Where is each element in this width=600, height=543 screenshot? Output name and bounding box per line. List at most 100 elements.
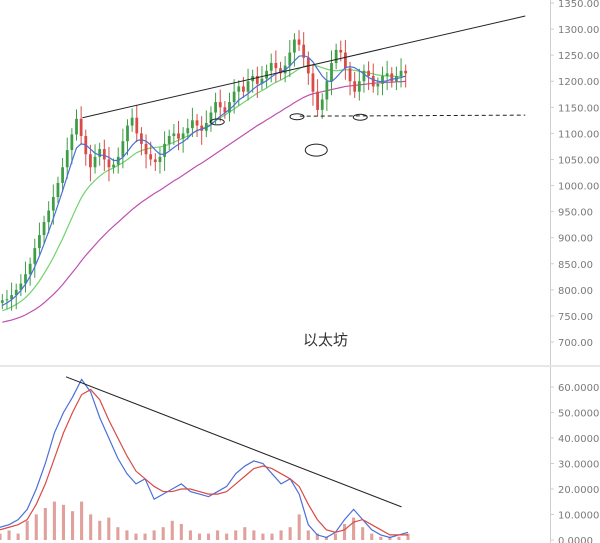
trendline-dashed (299, 114, 526, 117)
volume-bar (161, 527, 165, 540)
volume-bar (116, 527, 120, 540)
volume-bar (0, 533, 2, 540)
volume-bar (225, 533, 229, 540)
candle-body (376, 83, 380, 87)
volume-bar (297, 514, 301, 540)
candle-body (33, 248, 37, 264)
candle-body (135, 117, 139, 134)
ma-green-line (2, 64, 406, 312)
candle-body (93, 156, 97, 168)
volume-bar (98, 520, 102, 540)
volume-bar (406, 533, 410, 540)
indicator-trendline (65, 376, 402, 508)
volume-bar (306, 530, 310, 540)
candle-body (181, 133, 185, 139)
candle-body (399, 70, 403, 77)
candle-body (218, 102, 222, 108)
marker-ellipse (289, 113, 305, 121)
volume-bar (89, 514, 93, 540)
candle-body (149, 154, 153, 160)
candle-body (246, 81, 250, 92)
ma-purple-line (2, 80, 406, 323)
candle-body (70, 134, 74, 151)
candle-body (385, 73, 389, 77)
candle-body (274, 62, 278, 69)
candle-body (204, 122, 208, 131)
candle-body (28, 263, 32, 275)
volume-bar (70, 511, 75, 540)
volume-bar (352, 517, 356, 540)
volume-bars (0, 501, 410, 540)
candle-body (121, 141, 125, 157)
candle-body (167, 135, 171, 144)
volume-bar (188, 530, 192, 540)
ma-blue-path (2, 55, 406, 307)
indicator-tick-label: 0.0000 (558, 536, 593, 543)
candle-body (269, 62, 273, 71)
candle-body (265, 70, 268, 79)
price-tick-label: 1050.00 (558, 155, 599, 166)
price-tick-label: 1200.00 (558, 77, 599, 88)
candle-body (186, 128, 190, 134)
candle-body (353, 81, 357, 92)
volume-bar (61, 504, 66, 540)
price-tick-label: 750.00 (558, 312, 593, 323)
candle-body (344, 52, 347, 69)
candle-body (51, 197, 55, 211)
volume-bar (342, 524, 347, 540)
candle-body (260, 78, 264, 84)
candle-body (293, 39, 296, 53)
indicator-tick-label: 30.0000 (558, 460, 599, 471)
candle-body (330, 62, 333, 82)
candle-body (10, 295, 13, 300)
volume-bar (234, 530, 238, 540)
price-tick-label: 700.00 (558, 338, 593, 349)
volume-bar (107, 517, 111, 540)
volume-bar (324, 536, 328, 540)
candle-body (232, 91, 236, 103)
price-tick-label: 1150.00 (558, 103, 599, 114)
candle-body (325, 81, 329, 100)
volume-bar (388, 536, 392, 540)
volume-bar (25, 520, 29, 540)
candle-body (200, 125, 204, 131)
candle-body (19, 283, 23, 290)
volume-bar (7, 530, 11, 540)
candle-body (61, 167, 64, 183)
volume-bar (333, 533, 338, 540)
candle-body (339, 49, 343, 53)
indicator-pane: 60.0000 50.0000 40.0000 30.0000 20.0000 10.00… (0, 376, 599, 543)
volume-bar (197, 533, 202, 540)
volume-bar (179, 524, 183, 540)
price-pane: 1350.00 1300.00 1250.00 1200.00 1150.00 1100.… (0, 0, 599, 349)
candle-body (242, 86, 245, 92)
candle-body (191, 120, 194, 129)
candle-body (144, 143, 148, 155)
candle-body (367, 70, 370, 77)
watermark-label: 以太坊 (303, 331, 348, 349)
candle-body (0, 300, 4, 303)
candle-body (348, 68, 352, 82)
candle-body (228, 102, 231, 113)
marker-ellipse (209, 118, 225, 126)
price-tick-label: 850.00 (558, 260, 593, 271)
volume-bar (261, 533, 265, 540)
ma-blue-line (2, 55, 406, 307)
candle-body (5, 299, 9, 301)
candle-body (130, 117, 134, 126)
volume-bar (252, 530, 256, 540)
indicator-tick-label: 40.0000 (558, 434, 599, 445)
ma-purple-path (2, 80, 406, 323)
marker-ellipse (352, 113, 368, 121)
candle-body (214, 102, 217, 113)
candle-body (177, 133, 180, 139)
candle-body (140, 133, 143, 144)
indicator-trendline-solid (65, 376, 402, 508)
candle-body (38, 235, 41, 249)
candle-body (56, 182, 60, 198)
price-axis-ticks: 1350.00 1300.00 1250.00 1200.00 1150.00 1100.… (550, 0, 599, 349)
candle-body (153, 159, 157, 163)
candle-body (302, 44, 306, 58)
price-tick-label: 900.00 (558, 234, 593, 245)
